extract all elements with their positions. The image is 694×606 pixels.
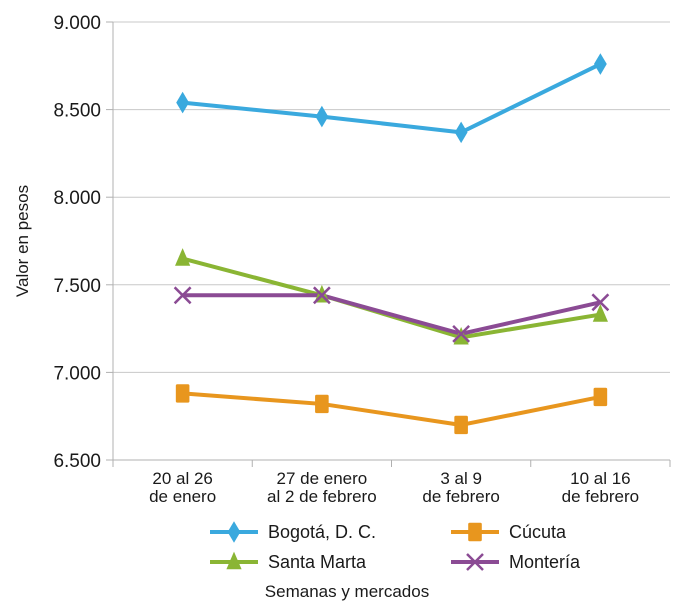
- data-point: [315, 105, 329, 128]
- data-point: [593, 387, 608, 407]
- series-line: [182, 293, 601, 336]
- legend-item: Cúcuta: [451, 522, 567, 542]
- series-line: [182, 256, 601, 340]
- data-point: [454, 121, 468, 144]
- data-point: [466, 553, 484, 571]
- data-point: [315, 394, 329, 414]
- legend: Bogotá, D. C. Cúcuta Santa Marta Montería: [210, 521, 581, 572]
- x-tick-label: 20 al 26 de enero: [149, 469, 216, 506]
- series-line: [182, 391, 601, 427]
- x-tick-labels: 20 al 26 de enero 27 de enero al 2 de febre…: [149, 469, 639, 506]
- x-tick-label: 3 al 9 de febrero: [422, 469, 500, 506]
- data-point: [312, 286, 331, 305]
- y-tick-label: 7.500: [53, 276, 101, 297]
- y-tick-labels: 9.000 8.500 8.000 7.500 7.000 6.500: [53, 13, 101, 472]
- series-lines: [173, 53, 610, 435]
- y-tick-label: 9.000: [53, 13, 101, 34]
- data-point: [454, 415, 468, 435]
- legend-item: Montería: [451, 552, 581, 572]
- y-tick-label: 7.000: [53, 363, 101, 384]
- data-point: [468, 522, 482, 542]
- x-tick-label: 27 de enero al 2 de febrero: [267, 469, 377, 506]
- axes: [106, 21, 671, 467]
- legend-label: Montería: [509, 552, 581, 572]
- data-point: [452, 324, 471, 343]
- legend-label: Cúcuta: [509, 522, 567, 542]
- data-point: [173, 286, 192, 305]
- y-tick-label: 6.500: [53, 451, 101, 472]
- legend-item: Bogotá, D. C.: [210, 521, 376, 543]
- data-point: [176, 91, 190, 114]
- data-point: [227, 521, 241, 543]
- data-point: [175, 384, 190, 403]
- x-axis-title: Semanas y mercados: [265, 582, 429, 601]
- data-point: [453, 326, 469, 345]
- y-tick-label: 8.000: [53, 188, 101, 209]
- data-point: [592, 304, 608, 322]
- legend-item: Santa Marta: [210, 551, 367, 572]
- y-axis-title: Valor en pesos: [13, 185, 32, 297]
- legend-label: Santa Marta: [268, 552, 367, 572]
- data-point: [591, 293, 610, 312]
- x-tick-label: 10 al 16 de febrero: [562, 469, 640, 506]
- data-point: [226, 551, 242, 570]
- data-point: [593, 53, 607, 75]
- data-point: [175, 248, 191, 266]
- y-tick-label: 8.500: [53, 101, 101, 122]
- legend-label: Bogotá, D. C.: [268, 522, 376, 542]
- series-line: [182, 62, 602, 135]
